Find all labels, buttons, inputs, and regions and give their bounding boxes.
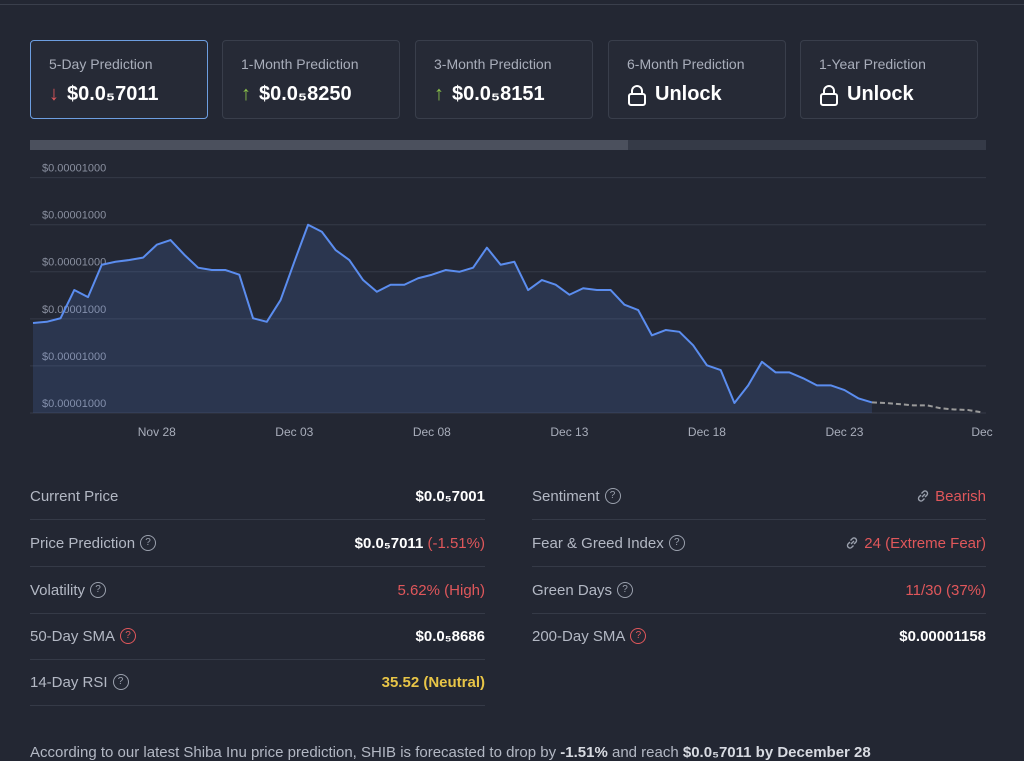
range-handle[interactable] [30,140,628,150]
tab-value: $0.0₅8250 [259,83,352,105]
tab-value: $0.0₅8151 [452,83,545,105]
divider [0,4,1024,5]
tab-value: Unlock [655,83,722,105]
x-tick-label: Dec 23 [825,425,863,439]
tab-label: 5-Day Prediction [49,56,153,72]
stat-row: Sentiment? Bearish [532,473,986,520]
stat-label: Sentiment [532,487,600,505]
stat-label: Price Prediction [30,534,136,552]
tab-value: $0.0₅7011 [67,83,159,105]
lock-icon [820,84,838,106]
y-tick-label: $0.00001000 [42,163,106,175]
stat-label: Volatility [30,581,86,599]
prediction-tab[interactable]: 1-Month Prediction ↑ $0.0₅8250 [222,40,400,119]
prediction-tab[interactable]: 5-Day Prediction ↓ $0.0₅7011 [30,40,208,119]
y-tick-label: $0.00001000 [42,257,106,269]
price-line [871,401,983,414]
stat-label: Fear & Greed Index [532,534,664,552]
summary-text: and reach [607,744,683,761]
tab-value: Unlock [847,83,914,105]
stat-row: 50-Day SMA? $0.0₅8686 [30,613,485,660]
y-tick-label: $0.00001000 [42,304,106,316]
x-tick-label: Nov 28 [138,425,176,439]
stat-row: 200-Day SMA? $0.00001158 [532,627,986,645]
x-tick-label: Dec 13 [550,425,588,439]
tab-label: 1-Month Prediction [241,56,359,72]
tab-label: 1-Year Prediction [819,56,926,72]
stat-row: Volatility? 5.62% (High) [30,567,485,614]
stat-value: $0.0₅8686 [415,627,485,645]
stat-value[interactable]: 24 (Extreme Fear) [864,534,986,552]
stat-value: 11/30 (37%) [905,581,986,599]
stat-value: 5.62% (High) [397,581,485,599]
x-tick-label: Dec 08 [413,425,451,439]
summary: According to our latest Shiba Inu price … [30,744,871,761]
summary-emphasis: -1.51% [560,744,608,761]
stat-label: 14-Day RSI [30,673,108,691]
stat-value[interactable]: Bearish [935,487,986,505]
price-line [32,223,873,404]
stat-label: 50-Day SMA [30,627,116,645]
stat-label: 200-Day SMA [532,627,626,645]
link-icon [847,537,858,549]
stat-row: 14-Day RSI? 35.52 (Neutral) [30,659,485,706]
stat-row: Fear & Greed Index? 24 (Extreme Fear) [532,520,986,567]
y-tick-label: $0.00001000 [42,351,106,363]
stat-value: 35.52 (Neutral) [381,673,485,691]
summary-text: According to our latest Shiba Inu price … [30,744,561,761]
stat-value: $0.00001158 [899,627,986,645]
x-tick-label: Dec 03 [275,425,313,439]
stat-row: Price Prediction? $0.0₅7011 (-1.51%) [30,520,485,567]
stat-value: $0.0₅7011 [354,534,424,552]
prediction-tab[interactable]: 1-Year Prediction Unlock [800,40,978,119]
stat-label: Current Price [30,487,119,505]
x-tick-label: Dec [971,425,992,439]
stat-label: Green Days [532,581,613,599]
stat-value: $0.0₅7001 [415,487,485,505]
stat-change: (-1.51%) [427,534,485,552]
lock-icon [628,84,646,106]
prediction-tab[interactable]: 3-Month Prediction ↑ $0.0₅8151 [415,40,593,119]
prediction-tab[interactable]: 6-Month Prediction Unlock [608,40,786,119]
tab-label: 3-Month Prediction [434,56,552,72]
x-tick-label: Dec 18 [688,425,726,439]
area [33,224,872,413]
y-tick-label: $0.00001000 [42,210,106,222]
summary-emphasis: $0.0₅7011 by December 28 [682,744,871,761]
chart: $0.00001000 $0.00001000 $0.00001000 $0.0000… [30,140,993,439]
stat-row: Green Days? 11/30 (37%) [532,567,986,614]
link-icon [917,490,929,502]
tab-label: 6-Month Prediction [627,56,745,72]
stat-row: Current Price $0.0₅7001 [30,473,485,520]
y-tick-label: $0.00001000 [42,398,106,410]
